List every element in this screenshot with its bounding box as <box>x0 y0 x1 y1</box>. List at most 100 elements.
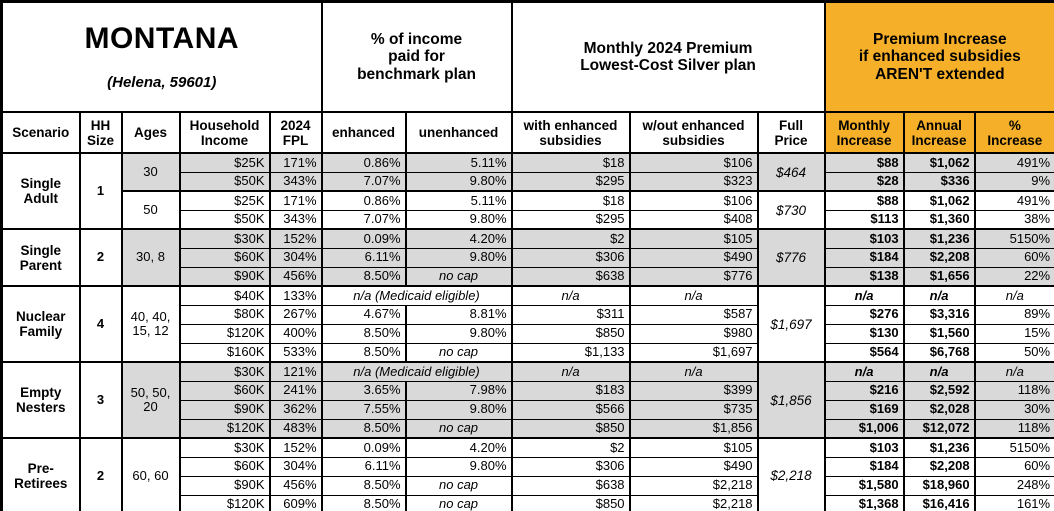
household-income-cell: $90K <box>178 266 271 287</box>
monthly-increase-cell: $1,006 <box>823 418 905 439</box>
unenhanced-pct-cell: 9.80% <box>404 399 513 420</box>
pct-increase-cell: 9% <box>973 171 1054 192</box>
ages-cell: 60, 60 <box>120 437 181 511</box>
pct-increase-cell: 22% <box>973 266 1054 287</box>
annual-increase-cell: $2,592 <box>902 380 976 401</box>
fpl-cell: 171% <box>268 190 323 211</box>
household-income-cell: $60K <box>178 456 271 477</box>
household-income-cell: $30K <box>178 437 271 458</box>
annual-increase-cell: $1,560 <box>902 323 976 344</box>
pct-increase-cell: 15% <box>973 323 1054 344</box>
household-income-cell: $90K <box>178 399 271 420</box>
household-income-cell: $50K <box>178 171 271 192</box>
with-subsidies-cell: n/a <box>510 361 631 382</box>
col-header-ages: Ages <box>120 111 181 155</box>
table-row: Single Adult 1 30 $25K 171% 0.86% 5.11% $18 $106… <box>0 152 1054 230</box>
annual-increase-cell: $2,028 <box>902 399 976 420</box>
enhanced-pct-cell: 3.65% <box>320 380 407 401</box>
monthly-increase-cell: n/a <box>823 361 905 382</box>
annual-increase-cell: $2,208 <box>902 247 976 268</box>
scenario-cell: Nuclear Family <box>0 285 81 363</box>
table-title-cell: MONTANA (Helena, 59601) <box>0 1 323 114</box>
unenhanced-pct-cell: 9.80% <box>404 456 513 477</box>
household-income-cell: $50K <box>178 209 271 230</box>
col-header-pct-increase: % Increase <box>973 111 1054 155</box>
medicaid-eligible-cell: n/a (Medicaid eligible) <box>320 361 513 382</box>
monthly-increase-cell: $28 <box>823 171 905 192</box>
annual-increase-cell: $1,656 <box>902 266 976 287</box>
fpl-cell: 152% <box>268 437 323 458</box>
without-subsidies-cell: $408 <box>628 209 759 230</box>
annual-increase-cell: $1,062 <box>902 190 976 211</box>
household-income-cell: $80K <box>178 304 271 325</box>
col-header-annual-increase: Annual Increase <box>902 111 976 155</box>
without-subsidies-cell: $735 <box>628 399 759 420</box>
with-subsidies-cell: $311 <box>510 304 631 325</box>
col-header-monthly-increase: Monthly Increase <box>823 111 905 155</box>
col-header-without-subsidies: w/out enhanced subsidies <box>628 111 759 155</box>
unenhanced-pct-cell: no cap <box>404 475 513 496</box>
with-subsidies-cell: n/a <box>510 285 631 306</box>
pct-increase-cell: n/a <box>973 361 1054 382</box>
full-price-cell: $464 <box>756 152 826 192</box>
table-row: $60K 304% 6.11% 9.80% $306 $490 $184 $2,208 60% <box>2 247 1054 268</box>
group-header-increase: Premium Increase if enhanced subsidies A… <box>823 1 1054 114</box>
enhanced-pct-cell: 8.50% <box>320 323 407 344</box>
annual-increase-cell: $1,236 <box>902 228 976 249</box>
table-row: Pre- Retirees 2 60, 60 $30K 152% 0.09% 4.20% $2… <box>0 437 1054 511</box>
monthly-increase-cell: $113 <box>823 209 905 230</box>
col-header-with-subsidies: with enhanced subsidies <box>510 111 631 155</box>
unenhanced-pct-cell: 9.80% <box>404 171 513 192</box>
fpl-cell: 343% <box>268 171 323 192</box>
pct-increase-cell: 248% <box>973 475 1054 496</box>
enhanced-pct-cell: 7.07% <box>320 171 407 192</box>
without-subsidies-cell: $2,218 <box>628 475 759 496</box>
with-subsidies-cell: $850 <box>510 494 631 511</box>
monthly-increase-cell: $138 <box>823 266 905 287</box>
annual-increase-cell: $336 <box>902 171 976 192</box>
fpl-cell: 304% <box>268 456 323 477</box>
monthly-increase-cell: $276 <box>823 304 905 325</box>
table-row: $120K 483% 8.50% no cap $850 $1,856 $1,006 $12,… <box>2 418 1054 439</box>
with-subsidies-cell: $638 <box>510 266 631 287</box>
unenhanced-pct-cell: 9.80% <box>404 323 513 344</box>
enhanced-pct-cell: 8.50% <box>320 494 407 511</box>
annual-increase-cell: $18,960 <box>902 475 976 496</box>
fpl-cell: 362% <box>268 399 323 420</box>
enhanced-pct-cell: 0.86% <box>320 152 407 173</box>
monthly-increase-cell: $1,580 <box>823 475 905 496</box>
pct-increase-cell: 161% <box>973 494 1054 511</box>
table-row: $160K 533% 8.50% no cap $1,133 $1,697 $564 $6,7… <box>2 342 1054 363</box>
monthly-increase-cell: $216 <box>823 380 905 401</box>
household-income-cell: $120K <box>178 494 271 511</box>
hh-size-cell: 3 <box>78 361 123 439</box>
enhanced-pct-cell: 8.50% <box>320 342 407 363</box>
fpl-cell: 267% <box>268 304 323 325</box>
monthly-increase-cell: $130 <box>823 323 905 344</box>
monthly-increase-cell: $88 <box>823 152 905 173</box>
without-subsidies-cell: $490 <box>628 456 759 477</box>
hh-size-cell: 1 <box>78 152 123 230</box>
table-row: $80K 267% 4.67% 8.81% $311 $587 $276 $3,316 89% <box>2 304 1054 325</box>
enhanced-pct-cell: 7.55% <box>320 399 407 420</box>
group-header-benchmark: % of income paid for benchmark plan <box>320 1 513 114</box>
col-header-unenhanced: unenhanced <box>404 111 513 155</box>
hh-size-cell: 2 <box>78 228 123 287</box>
enhanced-pct-cell: 6.11% <box>320 247 407 268</box>
with-subsidies-cell: $1,133 <box>510 342 631 363</box>
pct-increase-cell: 60% <box>973 247 1054 268</box>
household-income-cell: $25K <box>178 152 271 173</box>
ages-cell: 30, 8 <box>120 228 181 287</box>
household-income-cell: $60K <box>178 380 271 401</box>
scenario-cell: Single Adult <box>0 152 81 230</box>
without-subsidies-cell: $106 <box>628 152 759 173</box>
col-header-full-price: Full Price <box>756 111 826 155</box>
with-subsidies-cell: $638 <box>510 475 631 496</box>
without-subsidies-cell: $105 <box>628 437 759 458</box>
pct-increase-cell: 5150% <box>973 437 1054 458</box>
fpl-cell: 241% <box>268 380 323 401</box>
annual-increase-cell: n/a <box>902 285 976 306</box>
household-income-cell: $160K <box>178 342 271 363</box>
